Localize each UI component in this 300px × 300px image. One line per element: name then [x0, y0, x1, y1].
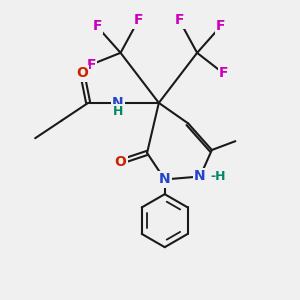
Text: O: O	[115, 155, 127, 169]
Text: F: F	[134, 14, 143, 27]
Text: N: N	[112, 96, 123, 110]
Text: H: H	[112, 105, 123, 118]
Text: O: O	[76, 66, 88, 80]
Text: N: N	[159, 172, 170, 186]
Text: -H: -H	[210, 170, 226, 183]
Text: F: F	[86, 58, 96, 72]
Text: F: F	[219, 66, 228, 80]
Text: N: N	[194, 169, 206, 184]
Text: F: F	[216, 19, 225, 33]
Text: F: F	[175, 14, 184, 27]
Text: F: F	[92, 19, 102, 33]
